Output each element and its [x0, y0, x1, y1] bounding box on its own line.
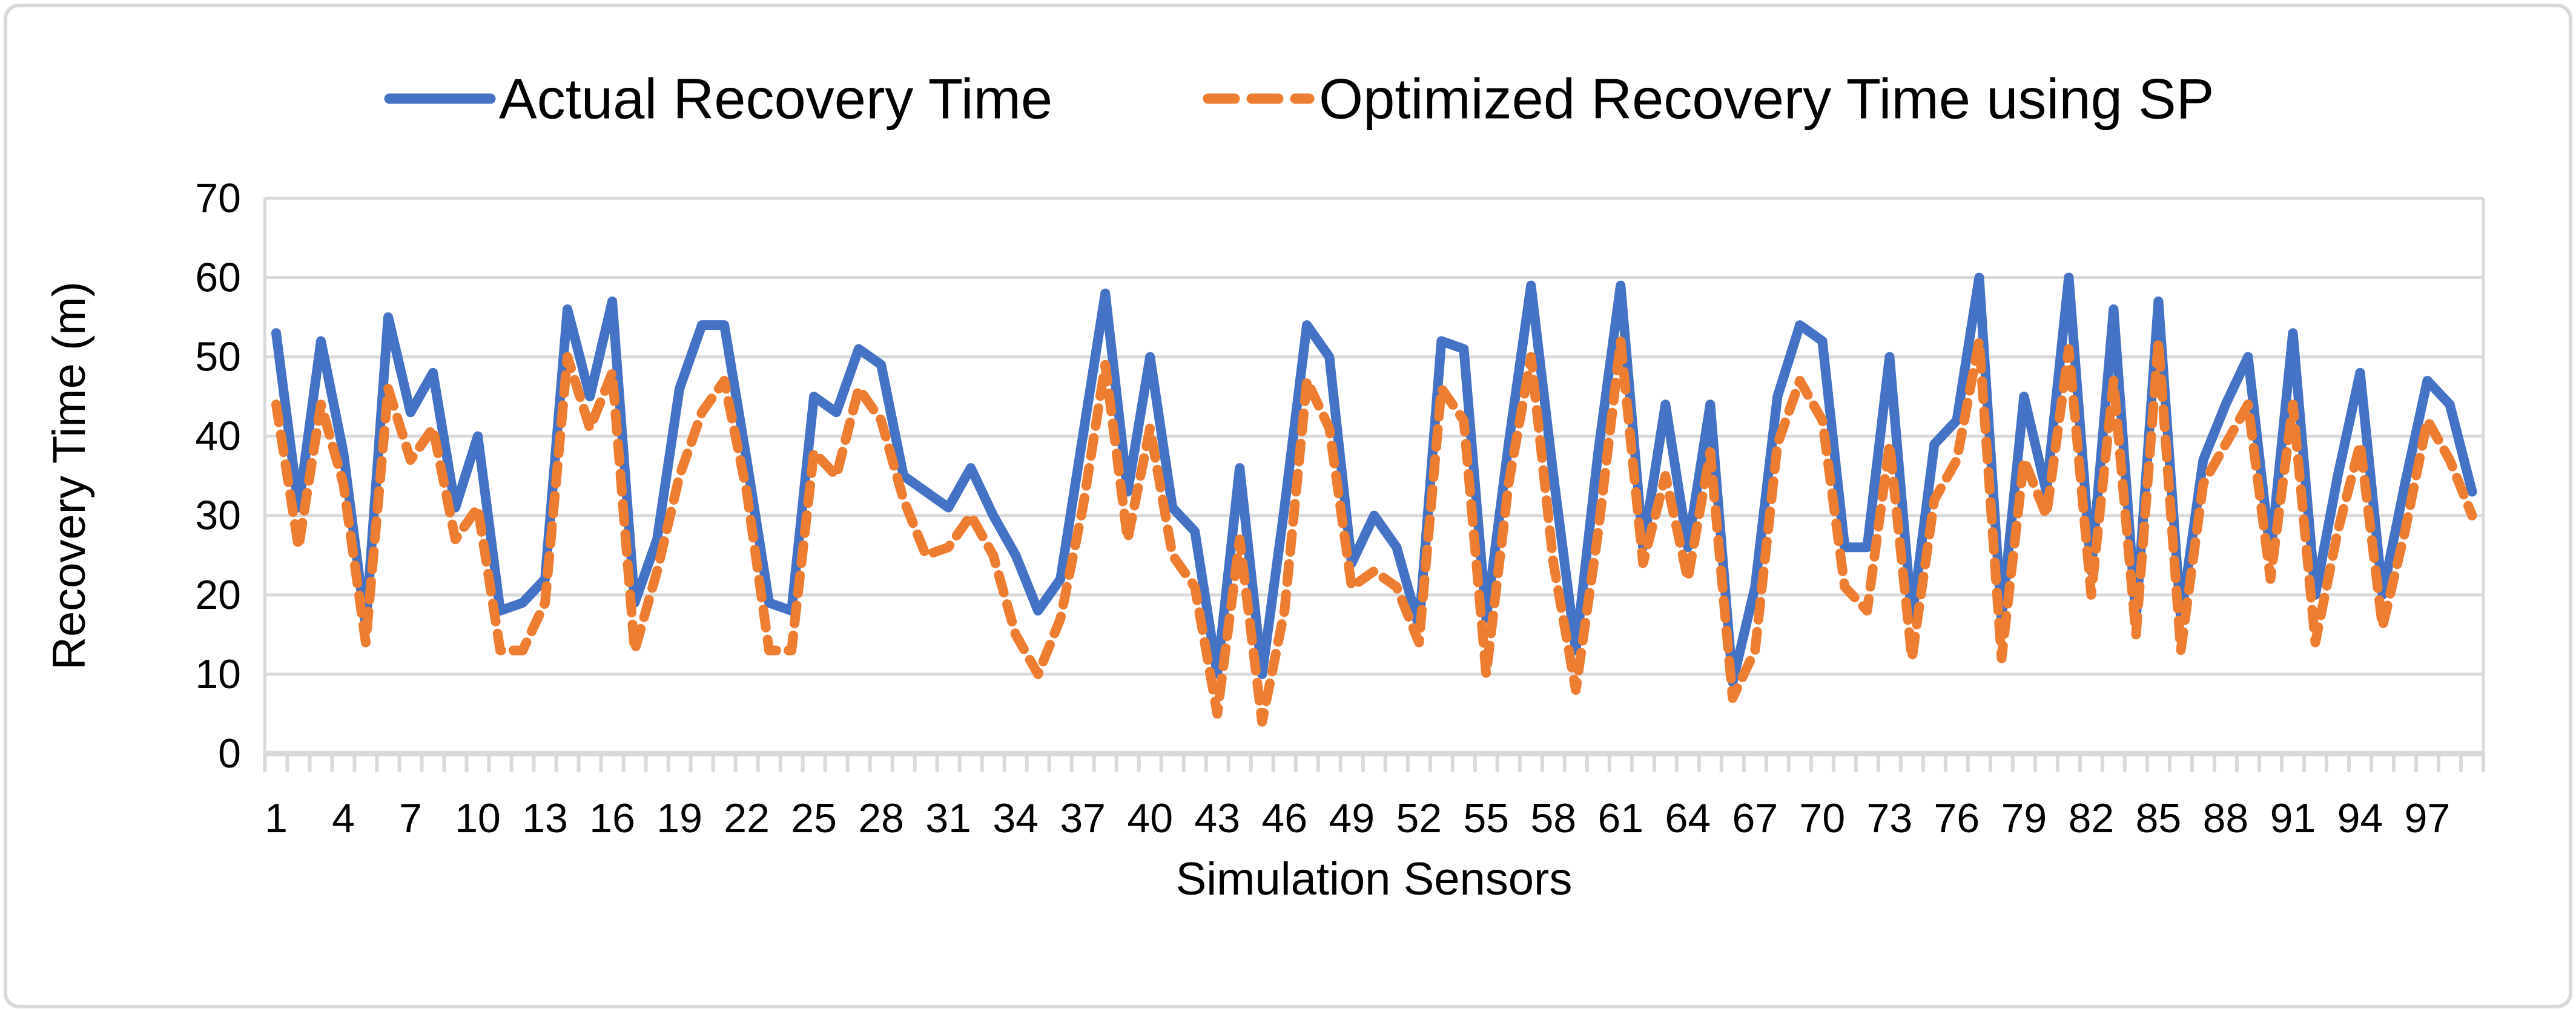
y-tick-label-0: 0: [218, 731, 241, 777]
x-tick-label-70: 70: [1800, 795, 1846, 841]
y-tick-label-10: 10: [195, 651, 241, 697]
x-tick-label-58: 58: [1530, 795, 1576, 841]
figure-border: [4, 4, 2572, 1008]
legend: Actual Recovery Time Optimized Recovery …: [384, 67, 2214, 131]
x-tick-label-97: 97: [2405, 795, 2451, 841]
y-tick-label-50: 50: [195, 334, 241, 380]
x-tick-label-61: 61: [1597, 795, 1643, 841]
x-tick-label-22: 22: [724, 795, 770, 841]
x-axis-title: Simulation Sensors: [1176, 853, 1573, 905]
x-tick-label-7: 7: [399, 795, 422, 841]
x-tick-label-88: 88: [2203, 795, 2249, 841]
series-line-actual: [271, 272, 2477, 687]
x-tick-label-4: 4: [332, 795, 355, 841]
x-tick-label-40: 40: [1127, 795, 1173, 841]
legend-label-optimized: Optimized Recovery Time using SP: [1319, 67, 2214, 131]
x-tick-label-13: 13: [522, 795, 568, 841]
x-tick-label-16: 16: [589, 795, 635, 841]
series-line-optimized: [271, 336, 2477, 727]
x-tick-label-25: 25: [791, 795, 837, 841]
data-series: [271, 272, 2477, 727]
x-tick-label-19: 19: [656, 795, 702, 841]
x-tick-label-91: 91: [2270, 795, 2316, 841]
x-tick-label-94: 94: [2337, 795, 2383, 841]
x-tick-label-82: 82: [2069, 795, 2115, 841]
y-axis-title: Recovery Time (m): [44, 281, 95, 670]
x-tick-label-64: 64: [1665, 795, 1711, 841]
x-tick-label-85: 85: [2136, 795, 2182, 841]
y-tick-label-40: 40: [195, 413, 241, 459]
axis-tick-labels: 0 10 20 30 40 50 60 70 1 4 7 10 13 16 19 22 25 28 31 34 37 40…: [195, 175, 2450, 841]
x-tick-label-43: 43: [1194, 795, 1240, 841]
x-tick-label-28: 28: [858, 795, 904, 841]
x-tick-label-67: 67: [1732, 795, 1778, 841]
x-tick-label-52: 52: [1396, 795, 1442, 841]
x-tick-label-31: 31: [925, 795, 971, 841]
y-tick-label-30: 30: [195, 493, 241, 539]
x-tick-label-1: 1: [265, 795, 288, 841]
x-tick-label-37: 37: [1060, 795, 1106, 841]
x-tick-label-10: 10: [455, 795, 501, 841]
y-tick-label-70: 70: [195, 175, 241, 221]
x-tick-label-73: 73: [1867, 795, 1913, 841]
x-tick-label-49: 49: [1329, 795, 1375, 841]
y-tick-label-20: 20: [195, 572, 241, 618]
x-tick-label-79: 79: [2001, 795, 2047, 841]
x-tick-label-76: 76: [1934, 795, 1980, 841]
x-tick-label-55: 55: [1463, 795, 1509, 841]
x-tick-label-46: 46: [1261, 795, 1307, 841]
x-tick-label-34: 34: [992, 795, 1039, 841]
axes: [263, 198, 2485, 772]
legend-label-actual: Actual Recovery Time: [499, 67, 1052, 131]
y-tick-label-60: 60: [195, 254, 241, 300]
